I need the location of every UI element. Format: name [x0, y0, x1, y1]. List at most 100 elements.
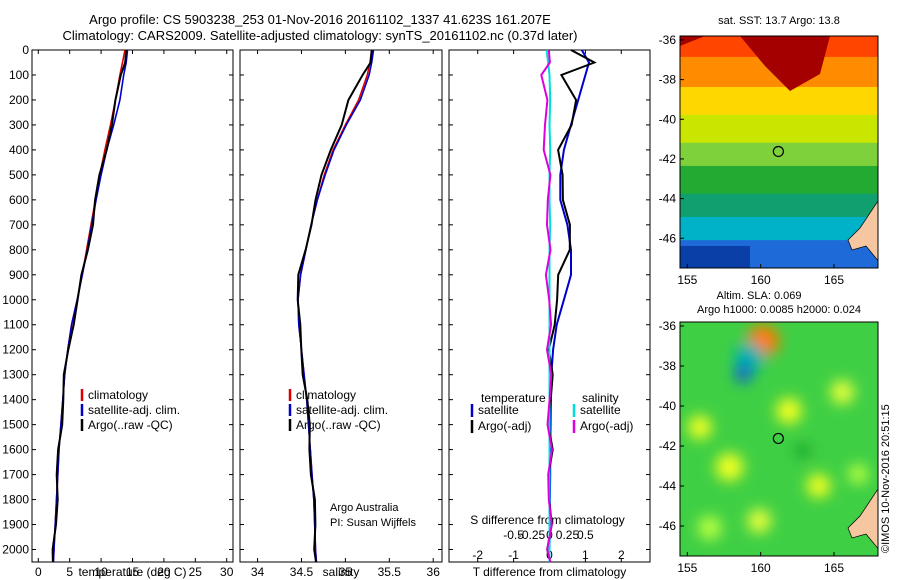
x-tick-label: 35.5 [378, 565, 402, 579]
y-tick-label: 1600 [2, 443, 29, 457]
panel-note: Argo Australia [330, 502, 399, 514]
y-tick-label: -44 [659, 479, 677, 493]
sst-band [680, 193, 878, 218]
x-tick-label-salinity: 0.25 [556, 528, 580, 542]
x-tick-label: 20 [157, 565, 171, 579]
legend-label: climatology [296, 388, 356, 402]
sla-blob [734, 364, 753, 383]
sla-blob [794, 442, 811, 459]
land-mask [847, 200, 878, 262]
legend-title-salinity: salinity [582, 391, 619, 405]
sla-blob [715, 453, 744, 482]
y-tick-label: 800 [9, 243, 29, 257]
y-tick-label: 1800 [2, 493, 29, 507]
x-tick-label: 5 [66, 565, 73, 579]
profile-panel-temperature: 0100200300400500600700800900100011001200… [2, 43, 233, 579]
x-axis-label: salinity [323, 565, 360, 579]
sst-map-panel: 155 160 165 -36 -38 -40 -42 -44 -46 sat. SST: 13.… [659, 15, 879, 287]
profile-panel-differences: -2 -1 0 1 2-0.5-0.25 0 0.250.5S difference fro… [448, 49, 651, 579]
series-line-argo [296, 49, 373, 563]
figure-subtitle: Climatology: CARS2009. Satellite-adjuste… [62, 28, 578, 43]
x-tick-label: 15 [126, 565, 140, 579]
figure-title: Argo profile: CS 5903238_253 01-Nov-2016… [89, 12, 551, 27]
panel-note: PI: Susan Wijffels [330, 517, 416, 529]
sla-map-panel: 155 160 165 -36 -38 -40 -42 -44 -46 Altim. SLA: 0… [659, 290, 879, 575]
x-tick-label-salinity: 0.5 [577, 528, 594, 542]
land-mask [847, 488, 878, 550]
y-tick-label: 300 [9, 118, 29, 132]
y-tick-label: -36 [659, 319, 677, 333]
y-tick-label: -46 [659, 231, 677, 245]
argo-position-marker [772, 432, 784, 445]
y-tick-label: -40 [659, 399, 677, 413]
y-tick-label: -44 [659, 192, 677, 206]
x-tick-label-salinity: -0.5 [503, 528, 524, 542]
y-tick-label: 900 [9, 268, 29, 282]
x-tick-label: 1 [582, 548, 589, 562]
x-tick-label: 35 [339, 565, 353, 579]
map-frame [679, 35, 879, 269]
legend-label: Argo(..raw -QC) [88, 418, 173, 432]
y-tick-label: 1400 [2, 393, 29, 407]
legend-title-temperature: temperature [481, 391, 546, 405]
y-tick-label: 1200 [2, 343, 29, 357]
legend-label: Argo(..raw -QC) [296, 418, 381, 432]
sst-map-field [680, 36, 878, 268]
warm-eddy [740, 36, 830, 91]
map-frame [679, 321, 879, 557]
x-tick-label: -2 [472, 548, 483, 562]
sla-blob [775, 397, 802, 424]
x-tick-label: 160 [751, 273, 771, 287]
x-tick-label: 155 [677, 273, 697, 287]
sst-band [680, 165, 878, 195]
x-tick-label: 30 [220, 565, 234, 579]
legend-label: satellite [478, 403, 519, 417]
y-tick-label: -40 [659, 112, 677, 126]
sla-blob [830, 380, 855, 405]
y-tick-label: 0 [22, 43, 29, 57]
x-tick-label: 25 [189, 565, 203, 579]
x-tick-label: 165 [824, 561, 844, 575]
sst-band [680, 87, 878, 116]
map-subtitle: Argo h1000: 0.0085 h2000: 0.024 [697, 304, 861, 316]
x-tick-label: 2 [618, 548, 625, 562]
x-tick-label: 0 [35, 565, 42, 579]
x-tick-label: 34 [251, 565, 265, 579]
sla-blob [848, 464, 869, 485]
sst-band [680, 216, 878, 242]
y-tick-label: 100 [9, 68, 29, 82]
x-tick-label: 34.5 [290, 565, 314, 579]
x-tick-label-salinity: -0.25 [518, 528, 546, 542]
x-tick-label: 10 [94, 565, 108, 579]
legend-label: satellite-adj. clim. [296, 403, 388, 417]
legend-label: Argo(-adj) [580, 419, 633, 433]
warm-corner [680, 36, 705, 46]
sla-blob [747, 508, 772, 533]
sla-map-field [680, 322, 878, 556]
sla-blob [687, 415, 712, 440]
legend-label: climatology [88, 388, 148, 402]
map-title: sat. SST: 13.7 Argo: 13.8 [718, 15, 840, 27]
sla-blobs [687, 324, 869, 540]
x-axis-label: T difference from climatology [473, 565, 627, 579]
y-tick-label: -38 [659, 73, 677, 87]
y-tick-label: 2000 [2, 543, 29, 557]
sst-band [680, 114, 878, 144]
legend-label: satellite-adj. clim. [88, 403, 180, 417]
x-axis-label: temperature (deg C) [78, 565, 186, 579]
cold-patch [680, 246, 750, 268]
y-tick-label: -42 [659, 152, 677, 166]
x-tick-label: 160 [751, 561, 771, 575]
copyright-stamp: ©IMOS 10-Nov-2016 20:51:15 [880, 404, 892, 553]
x-tick-label: 155 [677, 561, 697, 575]
y-tick-label: 500 [9, 168, 29, 182]
legend-label: satellite [580, 403, 621, 417]
y-tick-label: 700 [9, 218, 29, 232]
x-tick-label: 165 [824, 273, 844, 287]
x-tick-label: -1 [508, 548, 519, 562]
y-tick-label: 1700 [2, 468, 29, 482]
profile-panel-salinity: 34 34.5 35 35.5 36 salinity climatologysatelli… [239, 49, 443, 579]
y-tick-label: -42 [659, 439, 677, 453]
y-tick-label: 1900 [2, 518, 29, 532]
